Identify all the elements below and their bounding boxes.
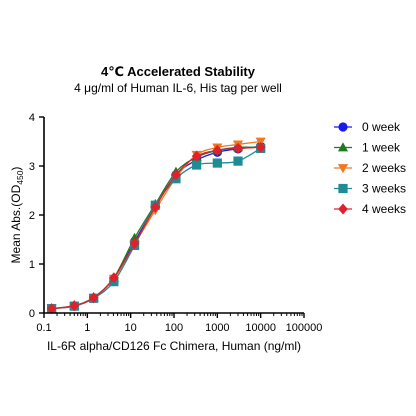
- legend-marker: [338, 203, 348, 215]
- series-line: [51, 146, 261, 310]
- legend-item: 2 weeks: [334, 161, 406, 175]
- x-tick-label: 100: [165, 322, 183, 334]
- y-tick-label: 2: [29, 210, 35, 222]
- data-point: [171, 169, 181, 181]
- y-axis-label-main: Mean Abs.(OD: [9, 184, 23, 263]
- series-line: [51, 145, 261, 310]
- legend-label: 4 weeks: [362, 202, 406, 216]
- data-point: [212, 144, 223, 156]
- legend-item: 1 week: [334, 141, 401, 155]
- legend: 0 week 1 week 2 weeks 3 weeks 4 weeks: [334, 120, 406, 216]
- data-point: [255, 141, 266, 153]
- series-2-weeks: [46, 137, 266, 314]
- x-tick-label: 10: [125, 322, 137, 334]
- y-axis-label-subscript: 450: [15, 170, 25, 184]
- series-line: [51, 146, 261, 310]
- y-axis: 0 1 2 3 4: [29, 112, 44, 320]
- x-axis: 0.1 1 10 100 1000 10000 100000: [36, 313, 322, 334]
- legend-marker: [337, 164, 349, 174]
- y-tick-label: 3: [29, 161, 35, 173]
- series-line: [51, 140, 261, 310]
- legend-marker: [338, 122, 348, 132]
- series-4-weeks: [46, 141, 266, 315]
- y-axis-label-close: ): [9, 167, 23, 171]
- series-1-week: [46, 142, 266, 313]
- legend-item: 0 week: [334, 120, 401, 134]
- legend-label: 2 weeks: [362, 161, 406, 175]
- data-point: [88, 292, 99, 304]
- plot-area: [46, 137, 266, 315]
- legend-label: 1 week: [362, 141, 401, 155]
- series-line: [51, 147, 261, 310]
- data-point: [129, 237, 140, 249]
- y-tick-label: 4: [29, 112, 35, 124]
- legend-marker: [337, 142, 349, 152]
- data-point: [233, 142, 243, 154]
- legend-label: 0 week: [362, 120, 401, 134]
- y-tick-label: 1: [29, 259, 35, 271]
- x-tick-label: 100000: [286, 322, 323, 334]
- x-tick-label: 1: [84, 322, 90, 334]
- chart-subtitle: 4 μg/ml of Human IL-6, His tag per well: [74, 81, 282, 95]
- chart-title: 4℃ Accelerated Stability: [101, 64, 256, 79]
- x-axis-label: IL-6R alpha/CD126 Fc Chimera, Human (ng/…: [47, 339, 301, 353]
- data-point: [109, 272, 119, 284]
- series-3-weeks: [47, 143, 266, 314]
- series-0-week: [47, 141, 266, 314]
- data-point: [233, 156, 243, 166]
- x-tick-label: 10000: [245, 322, 276, 334]
- data-point: [69, 300, 80, 312]
- data-point: [150, 201, 161, 213]
- legend-label: 3 weeks: [362, 182, 406, 196]
- legend-item: 3 weeks: [334, 182, 406, 196]
- y-axis-label: Mean Abs.(OD450): [9, 167, 25, 264]
- y-tick-label: 0: [29, 308, 35, 320]
- x-tick-label: 1000: [205, 322, 229, 334]
- data-point: [212, 158, 222, 168]
- data-point: [46, 303, 57, 315]
- data-point: [191, 150, 202, 162]
- x-tick-label: 0.1: [36, 322, 51, 334]
- legend-item: 4 weeks: [334, 202, 406, 216]
- legend-marker: [338, 183, 348, 194]
- data-point: [192, 160, 202, 170]
